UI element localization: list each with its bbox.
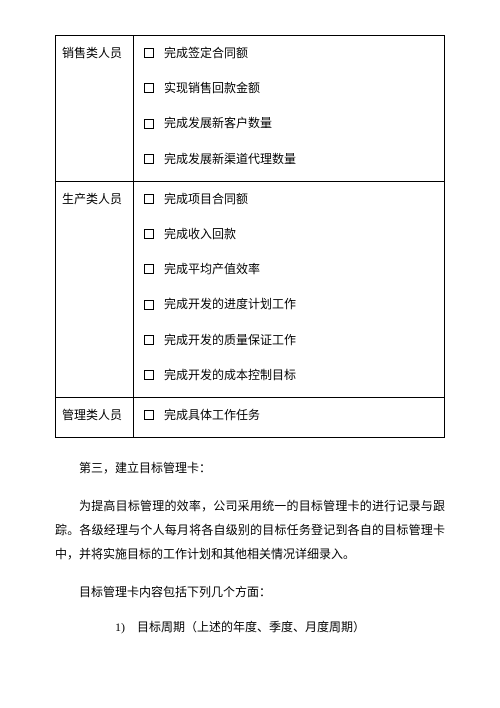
checkbox-icon (144, 335, 154, 345)
checklist-item: 完成发展新客户数量 (144, 114, 438, 133)
items-cell: 完成具体工作任务 (134, 397, 445, 437)
item-label: 完成发展新客户数量 (164, 116, 272, 130)
category-cell: 生产类人员 (56, 181, 134, 397)
checklist-item: 完成发展新渠道代理数量 (144, 150, 438, 169)
body-paragraph: 目标管理卡内容包括下列几个方面： (55, 580, 445, 604)
checklist-item: 完成具体工作任务 (144, 406, 438, 425)
checklist-item: 完成开发的成本控制目标 (144, 366, 438, 385)
checkbox-icon (144, 83, 154, 93)
checklist-item: 完成开发的质量保证工作 (144, 331, 438, 350)
item-label: 完成平均产值效率 (164, 262, 260, 276)
items-cell: 完成项目合同额 完成收入回款 完成平均产值效率 完成开发的进度计划工作 完成开发… (134, 181, 445, 397)
item-label: 完成开发的质量保证工作 (164, 333, 296, 347)
checklist-item: 完成签定合同额 (144, 44, 438, 63)
item-label: 完成具体工作任务 (164, 408, 260, 422)
section-heading: 第三，建立目标管理卡： (55, 456, 445, 480)
table-row: 销售类人员 完成签定合同额 实现销售回款金额 完成发展新客户数量 完成发展新渠道… (56, 36, 445, 182)
item-label: 完成签定合同额 (164, 46, 248, 60)
checkbox-icon (144, 370, 154, 380)
category-table: 销售类人员 完成签定合同额 实现销售回款金额 完成发展新客户数量 完成发展新渠道… (55, 35, 445, 438)
checklist-item: 实现销售回款金额 (144, 79, 438, 98)
checkbox-icon (144, 229, 154, 239)
body-paragraph: 为提高目标管理的效率，公司采用统一的目标管理卡的进行记录与跟踪。各级经理与个人每… (55, 494, 445, 566)
category-cell: 销售类人员 (56, 36, 134, 182)
checkbox-icon (144, 48, 154, 58)
item-label: 完成收入回款 (164, 227, 236, 241)
item-label: 完成发展新渠道代理数量 (164, 152, 296, 166)
checklist-item: 完成平均产值效率 (144, 260, 438, 279)
numbered-list-item: 1) 目标周期（上述的年度、季度、月度周期） (55, 618, 445, 637)
checklist-item: 完成开发的进度计划工作 (144, 295, 438, 314)
checklist-item: 完成收入回款 (144, 225, 438, 244)
checkbox-icon (144, 300, 154, 310)
table-row: 生产类人员 完成项目合同额 完成收入回款 完成平均产值效率 完成开发的进度计划工… (56, 181, 445, 397)
checkbox-icon (144, 410, 154, 420)
items-cell: 完成签定合同额 实现销售回款金额 完成发展新客户数量 完成发展新渠道代理数量 (134, 36, 445, 182)
item-label: 完成项目合同额 (164, 192, 248, 206)
item-label: 完成开发的进度计划工作 (164, 297, 296, 311)
category-cell: 管理类人员 (56, 397, 134, 437)
table-row: 管理类人员 完成具体工作任务 (56, 397, 445, 437)
checkbox-icon (144, 154, 154, 164)
item-label: 实现销售回款金额 (164, 81, 260, 95)
checkbox-icon (144, 194, 154, 204)
checkbox-icon (144, 264, 154, 274)
checkbox-icon (144, 119, 154, 129)
checklist-item: 完成项目合同额 (144, 190, 438, 209)
item-label: 完成开发的成本控制目标 (164, 368, 296, 382)
